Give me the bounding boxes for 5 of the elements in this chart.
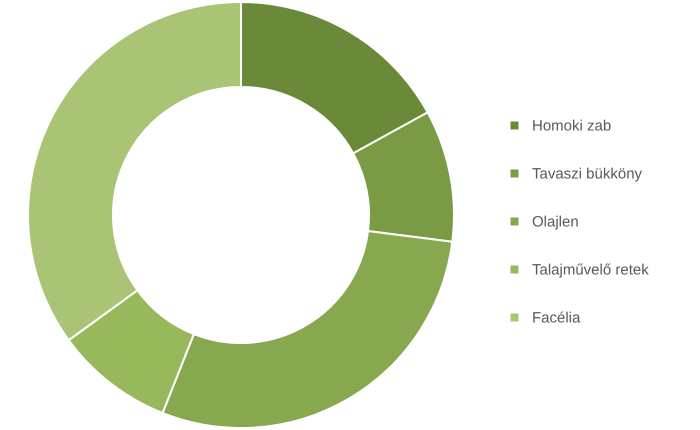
legend-label: Tavaszi bükköny (532, 166, 643, 182)
legend-label: Facélia (532, 310, 582, 326)
legend-label: Homoki zab (532, 118, 612, 134)
legend-label: Talajművelő retek (532, 262, 650, 278)
legend-label: Olajlen (532, 214, 579, 230)
